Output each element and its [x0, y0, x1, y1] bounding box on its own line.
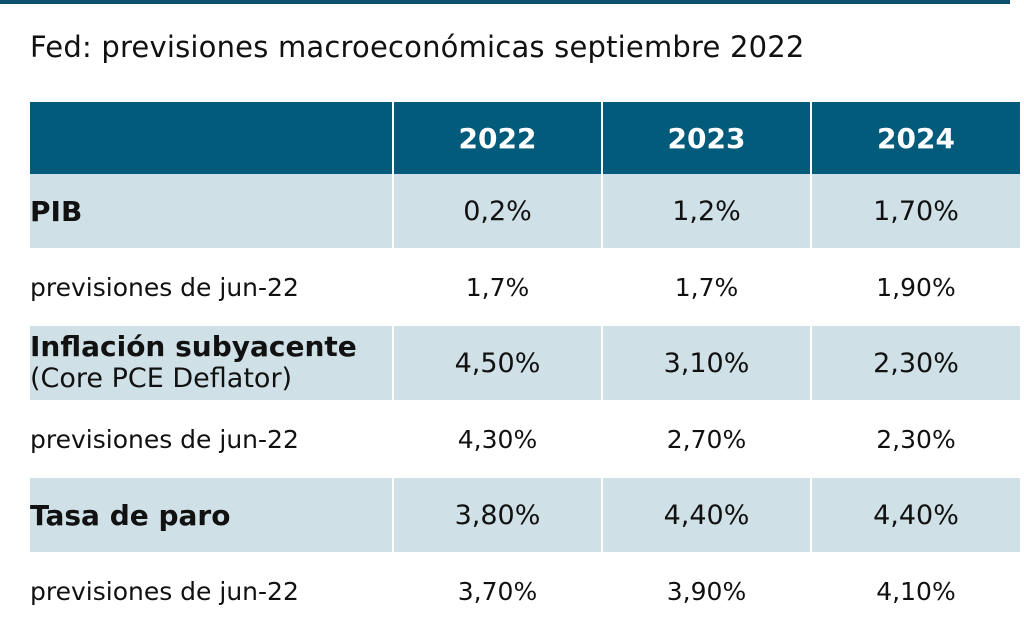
cell-value: 3,70% [392, 552, 602, 628]
row-label: previsiones de jun-22 [30, 248, 393, 325]
cell-value: 1,90% [810, 248, 1020, 325]
header-cell-2023: 2023 [601, 102, 811, 174]
row-unemployment-previous: previsiones de jun-22 3,70% 3,90% 4,10% [30, 552, 1020, 628]
cell-value: 4,50% [392, 324, 602, 401]
row-label-main: Inflación subyacente [30, 330, 357, 363]
forecast-table: 2022 2023 2024 PIB 0,2% 1,2% 1,70% previ… [30, 102, 1020, 628]
row-label: PIB [30, 174, 393, 249]
cell-value: 2,70% [601, 400, 811, 477]
row-label-sub: (Core PCE Deflator) [30, 363, 293, 394]
row-core-inflation: Inflación subyacente (Core PCE Deflator)… [30, 324, 1020, 401]
row-pib: PIB 0,2% 1,2% 1,70% [30, 174, 1020, 249]
header-row: 2022 2023 2024 [30, 102, 1020, 174]
row-label: previsiones de jun-22 [30, 552, 393, 628]
chart-title: Fed: previsiones macroeconómicas septiem… [30, 30, 805, 64]
top-rule [0, 0, 1010, 4]
header-cell-empty [30, 102, 393, 174]
cell-value: 3,80% [392, 476, 602, 553]
cell-value: 1,70% [810, 174, 1020, 249]
cell-value: 4,10% [810, 552, 1020, 628]
row-label: previsiones de jun-22 [30, 400, 393, 477]
row-label: Tasa de paro [30, 476, 393, 553]
cell-value: 2,30% [810, 324, 1020, 401]
cell-value: 1,7% [392, 248, 602, 325]
cell-value: 1,7% [601, 248, 811, 325]
cell-value: 2,30% [810, 400, 1020, 477]
row-pib-previous: previsiones de jun-22 1,7% 1,7% 1,90% [30, 248, 1020, 325]
cell-value: 4,40% [810, 476, 1020, 553]
cell-value: 0,2% [392, 174, 602, 249]
header-cell-2024: 2024 [810, 102, 1020, 174]
cell-value: 3,90% [601, 552, 811, 628]
cell-value: 4,40% [601, 476, 811, 553]
cell-value: 3,10% [601, 324, 811, 401]
cell-value: 1,2% [601, 174, 811, 249]
row-unemployment: Tasa de paro 3,80% 4,40% 4,40% [30, 476, 1020, 553]
cell-value: 4,30% [392, 400, 602, 477]
row-core-inflation-previous: previsiones de jun-22 4,30% 2,70% 2,30% [30, 400, 1020, 477]
row-label: Inflación subyacente (Core PCE Deflator) [30, 324, 393, 401]
header-cell-2022: 2022 [392, 102, 602, 174]
